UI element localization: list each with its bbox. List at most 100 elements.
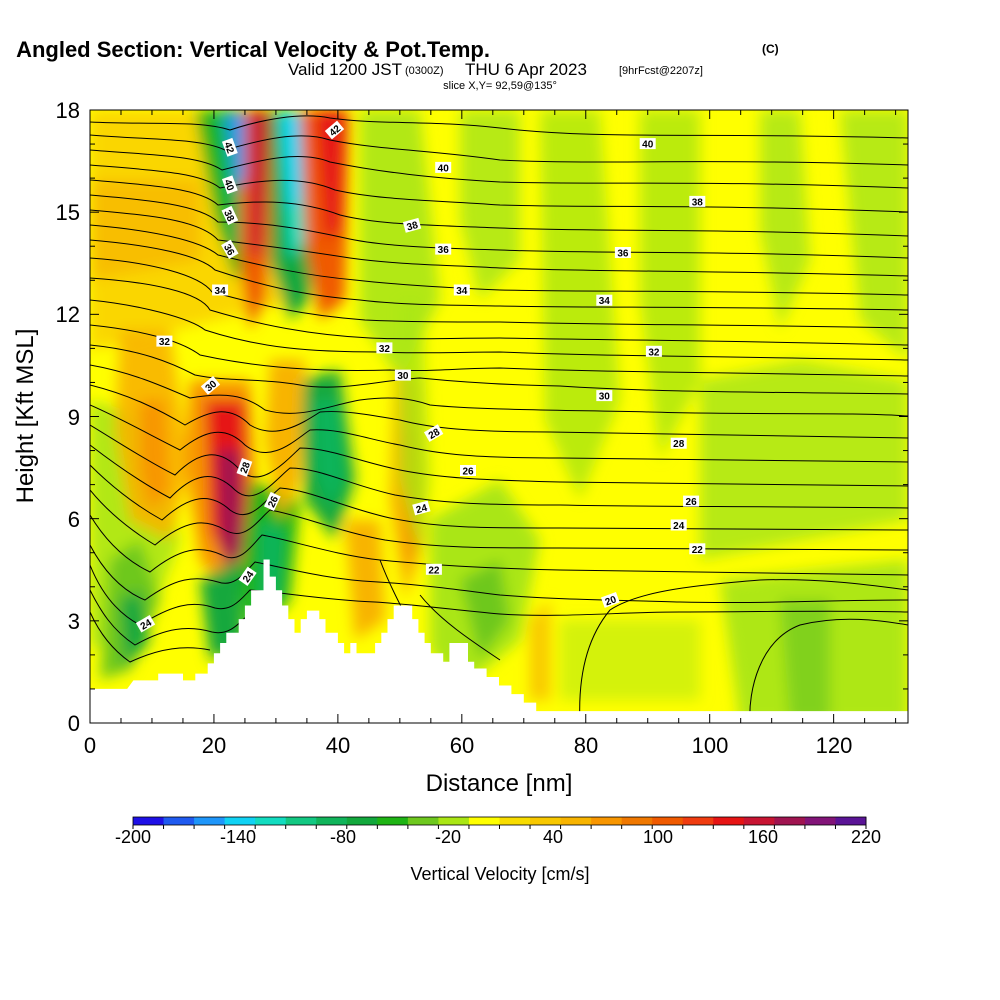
- colorbar-tick-label: -80: [330, 827, 356, 847]
- contour-label-text: 26: [462, 467, 474, 478]
- contour-label-text: 32: [648, 347, 660, 358]
- contour-label-bg: [156, 335, 173, 347]
- contour-label-text: 42: [221, 141, 235, 156]
- colorbar-tick-label: 100: [643, 827, 673, 847]
- contour-label-bg: [435, 161, 452, 173]
- contour-label-text: 20: [604, 594, 619, 608]
- x-tick-label: 20: [202, 733, 226, 758]
- contour-label-text: 36: [617, 249, 629, 260]
- y-tick-label: 3: [68, 609, 80, 634]
- x-tick-label: 60: [450, 733, 474, 758]
- colorbar-swatch: [835, 817, 867, 825]
- contour-label-bg: [596, 390, 613, 402]
- contour-label: 40: [435, 161, 452, 174]
- contour-label-bg: [263, 491, 281, 511]
- contour-label: 28: [236, 458, 253, 477]
- colorbar-swatch: [377, 817, 409, 825]
- contour-label-text: 22: [692, 545, 704, 556]
- contour-label-bg: [412, 500, 431, 516]
- contour-label-bg: [596, 294, 613, 306]
- x-tick-label: 100: [692, 733, 729, 758]
- contour-label: 38: [689, 195, 706, 208]
- contour-label-bg: [683, 495, 700, 507]
- colorbar-swatch: [713, 817, 745, 825]
- x-axis-label: Distance [nm]: [426, 770, 573, 797]
- contour-label-bg: [425, 563, 442, 575]
- contour-label-text: 28: [427, 427, 443, 442]
- colorbar-swatch: [591, 817, 623, 825]
- contour-label-text: 32: [379, 344, 391, 355]
- contour-label-text: 28: [673, 439, 685, 450]
- terrain: [90, 559, 908, 723]
- contour-label: 26: [460, 465, 476, 478]
- contour-label-text: 24: [415, 503, 429, 517]
- contour-label: 22: [689, 543, 706, 556]
- x-tick-label: 40: [326, 733, 350, 758]
- contour-label: 30: [596, 390, 613, 403]
- y-tick-label: 6: [68, 507, 80, 532]
- colorbar-swatch: [194, 817, 226, 825]
- contour-label-text: 36: [221, 243, 236, 259]
- y-tick-label: 18: [56, 98, 80, 123]
- axis-ticks: [89, 109, 908, 724]
- y-tick-label: 0: [68, 711, 80, 736]
- contour-label: 28: [670, 437, 687, 450]
- title-block: Angled Section: Vertical Velocity & Pot.…: [16, 37, 779, 92]
- contour-label-text: 40: [438, 163, 450, 174]
- contour-label: 36: [614, 247, 631, 260]
- contour-label: 40: [221, 175, 238, 195]
- contour-label: 40: [639, 138, 656, 151]
- contour-label-bg: [212, 284, 229, 296]
- contour-label: 42: [221, 137, 238, 157]
- contour-label-text: 34: [599, 296, 611, 307]
- contour-label-text: 34: [215, 286, 227, 297]
- contour-label-text: 38: [221, 209, 236, 224]
- contour-label: 36: [221, 239, 239, 260]
- colorbar-title: Vertical Velocity [cm/s]: [410, 864, 589, 884]
- colorbar-swatch: [407, 817, 439, 825]
- contour-label-bg: [689, 543, 706, 555]
- contour-label-bg: [460, 465, 476, 476]
- contour-label-text: 40: [642, 140, 654, 151]
- contour-label: 24: [238, 566, 257, 587]
- contour-label-text: 30: [599, 392, 611, 403]
- y-tick-labels: 0 3 6 9 12 15 18: [56, 98, 80, 736]
- contour-label: 26: [683, 495, 700, 508]
- subtitle-valid: Valid 1200 JST: [288, 60, 402, 79]
- contour-label-text: 40: [221, 178, 235, 193]
- contour-label: 30: [394, 369, 411, 382]
- chart-title-suffix: (C): [762, 42, 779, 56]
- slice-text: slice X,Y= 92,59@135°: [443, 80, 557, 92]
- colorbar-swatch: [224, 817, 256, 825]
- contour-label-bg: [200, 376, 221, 395]
- contour-label-text: 26: [266, 494, 281, 509]
- x-tick-label: 80: [574, 733, 598, 758]
- contour-label: 20: [600, 592, 620, 608]
- colorbar-tick-label: -140: [220, 827, 256, 847]
- contour-label: 32: [645, 345, 662, 358]
- contour-label: 28: [423, 424, 444, 442]
- contour-label-bg: [600, 592, 620, 608]
- colorbar-swatch: [438, 817, 470, 825]
- colorbar: [132, 816, 867, 829]
- contour-label: 34: [453, 284, 470, 297]
- contour-label-bg: [435, 243, 452, 255]
- y-tick-label: 9: [68, 405, 80, 430]
- colorbar-swatch: [285, 817, 317, 825]
- contour-label: 38: [402, 217, 422, 234]
- contour-label-bg: [238, 566, 257, 587]
- contour-label: 22: [425, 563, 442, 576]
- contour-label-text: 24: [139, 617, 155, 632]
- colorbar-swatch: [133, 817, 165, 825]
- contour-label-bg: [394, 369, 411, 381]
- subtitle-fcst: [9hrFcst@2207z]: [619, 65, 703, 77]
- chart-title: Angled Section: Vertical Velocity & Pot.…: [16, 37, 490, 62]
- contour-label-text: 22: [428, 565, 440, 576]
- subtitle-zulu: (0300Z): [405, 65, 444, 77]
- contour-label: 34: [212, 284, 229, 297]
- colorbar-swatch: [804, 817, 836, 825]
- colorbar-swatch: [316, 817, 348, 825]
- colorbar-swatch: [682, 817, 714, 825]
- colorbar-tick-label: -20: [435, 827, 461, 847]
